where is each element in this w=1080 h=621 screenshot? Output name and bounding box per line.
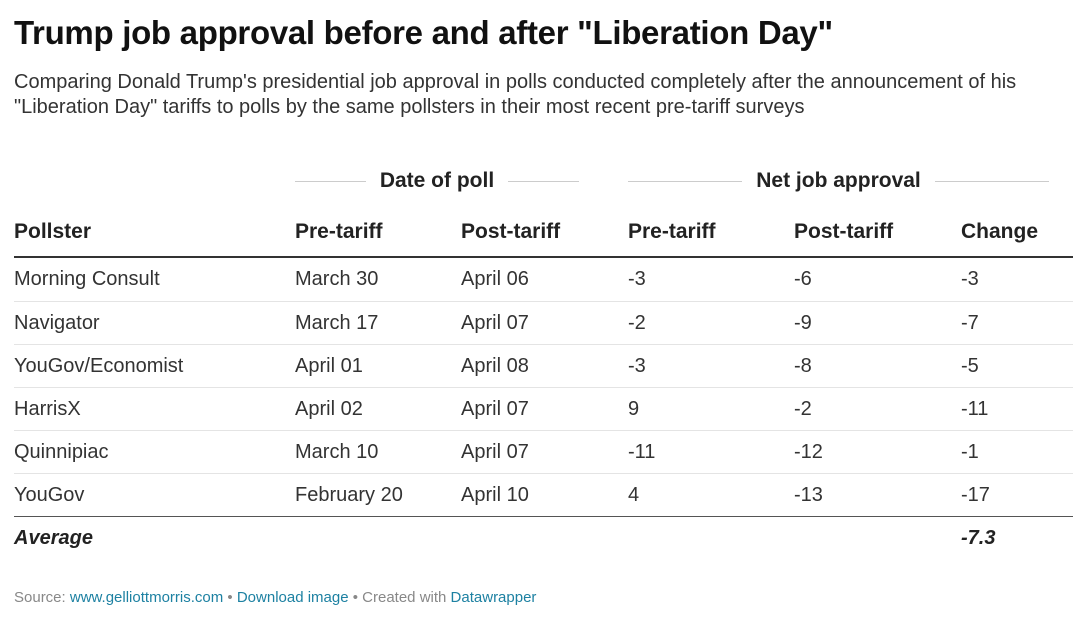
cell-post-tariff-net: -2	[794, 387, 961, 431]
download-image-link[interactable]: Download image	[236, 589, 349, 606]
cell-pre-tariff-net: -3	[628, 257, 794, 302]
average-row: Average -7.3	[14, 517, 1073, 560]
cell-pre-tariff-date: April 01	[295, 344, 461, 388]
header-post-tariff-date: Post-tariff	[461, 208, 628, 258]
chart-description: Comparing Donald Trump's presidential jo…	[14, 71, 1017, 118]
cell-change: -3	[961, 257, 1073, 302]
cell-pre-tariff-net: -11	[628, 430, 794, 474]
table-row: HarrisX April 02 April 07 9 -2 -11	[14, 387, 1073, 431]
header-row: Pollster Pre-tariff Post-tariff Pre-tari…	[14, 208, 1073, 258]
average-empty-cell	[628, 517, 794, 560]
average-label: Average	[14, 526, 93, 549]
cell-post-tariff-net: -13	[794, 473, 961, 517]
datawrapper-link[interactable]: Datawrapper	[450, 589, 537, 606]
column-group-date: Date of poll	[295, 166, 579, 196]
cell-pre-tariff-date: March 10	[295, 430, 461, 474]
cell-pre-tariff-net: 9	[628, 387, 794, 431]
average-empty-cell	[794, 517, 961, 560]
table-row: YouGov/Economist April 01 April 08 -3 -8 -5	[14, 344, 1073, 388]
cell-pre-tariff-net: -3	[628, 344, 794, 388]
cell-change: -17	[961, 473, 1073, 517]
header-pre-tariff-net: Pre-tariff	[628, 208, 794, 258]
cell-post-tariff-date: April 10	[461, 473, 628, 517]
cell-post-tariff-date: April 08	[461, 344, 628, 388]
cell-post-tariff-date: April 06	[461, 257, 628, 302]
cell-pre-tariff-net: 4	[628, 473, 794, 517]
cell-post-tariff-net: -9	[794, 301, 961, 345]
average-empty-cell	[461, 517, 628, 560]
chart-title: Trump job approval before and after "Lib…	[14, 14, 833, 51]
header-change: Change	[961, 208, 1073, 258]
cell-pre-tariff-date: February 20	[295, 473, 461, 517]
header-pollster: Pollster	[14, 208, 295, 258]
cell-pre-tariff-net: -2	[628, 301, 794, 345]
cell-pollster: YouGov/Economist	[14, 344, 295, 388]
group-rule-right	[508, 180, 579, 182]
source-separator: •	[223, 589, 237, 606]
cell-pollster: YouGov	[14, 473, 295, 517]
cell-pre-tariff-date: March 17	[295, 301, 461, 345]
cell-post-tariff-date: April 07	[461, 301, 628, 345]
column-group-net: Net job approval	[628, 166, 1049, 196]
cell-post-tariff-date: April 07	[461, 430, 628, 474]
cell-post-tariff-date: April 07	[461, 387, 628, 431]
table-row: Quinnipiac March 10 April 07 -11 -12 -1	[14, 430, 1073, 474]
group-rule-right	[934, 180, 1049, 182]
data-table: Pollster Pre-tariff Post-tariff Pre-tari…	[14, 208, 1073, 559]
header-post-tariff-net: Post-tariff	[794, 208, 961, 258]
created-with-text: • Created with	[348, 589, 451, 606]
table-body: Morning Consult March 30 April 06 -3 -6 -3 Nav…	[14, 257, 1073, 517]
average-change: -7.3	[961, 526, 996, 549]
cell-pre-tariff-date: April 02	[295, 387, 461, 431]
cell-post-tariff-net: -8	[794, 344, 961, 388]
cell-change: -7	[961, 301, 1073, 345]
cell-pre-tariff-date: March 30	[295, 257, 461, 302]
cell-pollster: HarrisX	[14, 387, 295, 431]
cell-post-tariff-net: -6	[794, 257, 961, 302]
group-rule-left	[628, 180, 743, 182]
group-rule-left	[295, 180, 366, 182]
source-link[interactable]: www.gelliottmorris.com	[69, 589, 224, 606]
header-pre-tariff-date: Pre-tariff	[295, 208, 461, 258]
column-group-date-label: Date of poll	[379, 169, 495, 192]
table-row: Morning Consult March 30 April 06 -3 -6 -3	[14, 257, 1073, 302]
cell-post-tariff-net: -12	[794, 430, 961, 474]
cell-pollster: Quinnipiac	[14, 430, 295, 474]
cell-change: -1	[961, 430, 1073, 474]
cell-change: -11	[961, 387, 1073, 431]
cell-pollster: Morning Consult	[14, 257, 295, 302]
table-row: Navigator March 17 April 07 -2 -9 -7	[14, 301, 1073, 345]
cell-pollster: Navigator	[14, 301, 295, 345]
average-empty-cell	[295, 517, 461, 560]
source-line: Source: www.gelliottmorris.com • Downloa…	[14, 589, 536, 606]
cell-change: -5	[961, 344, 1073, 388]
column-group-net-label: Net job approval	[756, 169, 921, 192]
source-prefix: Source:	[14, 589, 70, 606]
table-row: YouGov February 20 April 10 4 -13 -17	[14, 473, 1073, 517]
